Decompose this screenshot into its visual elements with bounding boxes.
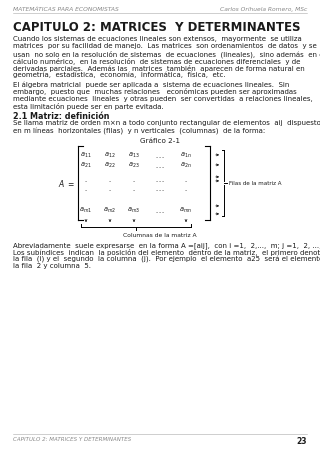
Text: geometría,  estadística,  economía,  informática,  física,  etc.: geometría, estadística, economía, inform… (13, 72, 226, 78)
Text: $a_{13}$: $a_{13}$ (128, 151, 140, 160)
Text: Carlos Orihuela Romero, MSc: Carlos Orihuela Romero, MSc (220, 7, 307, 12)
Text: $.\ $: $.\ $ (132, 175, 136, 184)
Text: $a_{22}$: $a_{22}$ (104, 161, 116, 170)
Text: mediante ecuaciones  lineales  y otras pueden  ser convertidas  a relaciones lin: mediante ecuaciones lineales y otras pue… (13, 96, 313, 101)
Text: Gráfico 2-1: Gráfico 2-1 (140, 138, 180, 143)
Text: $A\ =$: $A\ =$ (58, 178, 75, 189)
Text: embargo,  puesto que  muchas relaciones   económicas pueden ser aproximadas: embargo, puesto que muchas relaciones ec… (13, 88, 297, 95)
Text: Cuando los sistemas de ecuaciones lineales son extensos,  mayormente  se utiliza: Cuando los sistemas de ecuaciones lineal… (13, 36, 302, 42)
Text: MATEMÁTICAS PARA ECONOMISTAS: MATEMÁTICAS PARA ECONOMISTAS (13, 7, 119, 12)
Text: CAPITULO 2: MATRICES Y DETERMINANTES: CAPITULO 2: MATRICES Y DETERMINANTES (13, 436, 131, 441)
Text: usan  no solo en la resolución de sistemas  de ecuaciones  (lineales),  sino ade: usan no solo en la resolución de sistema… (13, 51, 320, 58)
Text: $.\ $: $.\ $ (132, 184, 136, 193)
Text: Columnas de la matriz A: Columnas de la matriz A (123, 232, 197, 237)
Text: $a_{m2}$: $a_{m2}$ (103, 206, 116, 215)
Text: $.\ $: $.\ $ (184, 175, 188, 184)
Text: en m líneas  horizontales (filas)  y n verticales  (columnas)  de la forma:: en m líneas horizontales (filas) y n ver… (13, 128, 265, 134)
Text: $a_{m3}$: $a_{m3}$ (127, 206, 140, 215)
Text: Filas de la matriz A: Filas de la matriz A (229, 181, 282, 186)
Text: la fila  2 y columna  5.: la fila 2 y columna 5. (13, 263, 91, 269)
Text: Abreviadamente  suele expresarse  en la forma A =[aij],  con i =1,  2,...,  m; j: Abreviadamente suele expresarse en la fo… (13, 241, 320, 248)
Text: $.\ $: $.\ $ (84, 175, 88, 184)
Text: 23: 23 (297, 436, 307, 445)
Text: Los subíndices  indican  la posición del elemento  dentro de la matriz,  el prim: Los subíndices indican la posición del e… (13, 249, 320, 256)
Text: matrices  por su facilidad de manejo.  Las matrices  son ordenamientos  de datos: matrices por su facilidad de manejo. Las… (13, 43, 317, 49)
Text: 2.1 Matriz: definición: 2.1 Matriz: definición (13, 112, 109, 121)
Text: $...$: $...$ (155, 161, 165, 170)
Text: derivadas parciales.  Además las  matrices  también  aparecen de forma natural e: derivadas parciales. Además las matrices… (13, 64, 305, 72)
Text: $.\ $: $.\ $ (108, 184, 112, 193)
Text: $...$: $...$ (155, 207, 165, 214)
Text: la fila  (i) y el  segundo  la columna  (j).  Por ejemplo  el elemento  a25  ser: la fila (i) y el segundo la columna (j).… (13, 256, 320, 263)
Text: esta limitación puede ser en parte evitada.: esta limitación puede ser en parte evita… (13, 102, 164, 110)
Text: $.\ $: $.\ $ (184, 184, 188, 193)
Text: $...$: $...$ (155, 184, 165, 193)
Text: cálculo numérico,  en la resolución  de sistemas de ecuaciones diferenciales  y : cálculo numérico, en la resolución de si… (13, 57, 300, 64)
Text: $...$: $...$ (155, 152, 165, 160)
Text: $.\ $: $.\ $ (84, 184, 88, 193)
Text: $a_{1n}$: $a_{1n}$ (180, 151, 192, 160)
Text: $.\ $: $.\ $ (108, 175, 112, 184)
Text: $a_{m1}$: $a_{m1}$ (79, 206, 92, 215)
Text: $a_{11}$: $a_{11}$ (80, 151, 92, 160)
Text: $a_{12}$: $a_{12}$ (104, 151, 116, 160)
Text: $...$: $...$ (155, 175, 165, 184)
Text: $a_{23}$: $a_{23}$ (128, 161, 140, 170)
Text: Se llama matriz de orden m×n a todo conjunto rectangular de elementos  aij  disp: Se llama matriz de orden m×n a todo conj… (13, 120, 320, 126)
Text: $a_{21}$: $a_{21}$ (80, 161, 92, 170)
Text: CAPITULO 2: MATRICES  Y DETERMINANTES: CAPITULO 2: MATRICES Y DETERMINANTES (13, 21, 300, 34)
Text: $a_{mn}$: $a_{mn}$ (180, 206, 193, 215)
Text: $a_{2n}$: $a_{2n}$ (180, 161, 192, 170)
Text: El álgebra matricial  puede ser aplicada a  sistema de ecuaciones lineales.  Sin: El álgebra matricial puede ser aplicada … (13, 81, 289, 87)
